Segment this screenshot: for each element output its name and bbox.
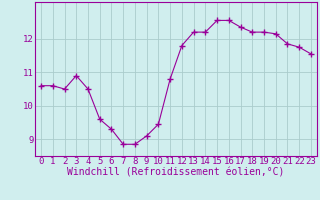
X-axis label: Windchill (Refroidissement éolien,°C): Windchill (Refroidissement éolien,°C) xyxy=(67,168,285,178)
